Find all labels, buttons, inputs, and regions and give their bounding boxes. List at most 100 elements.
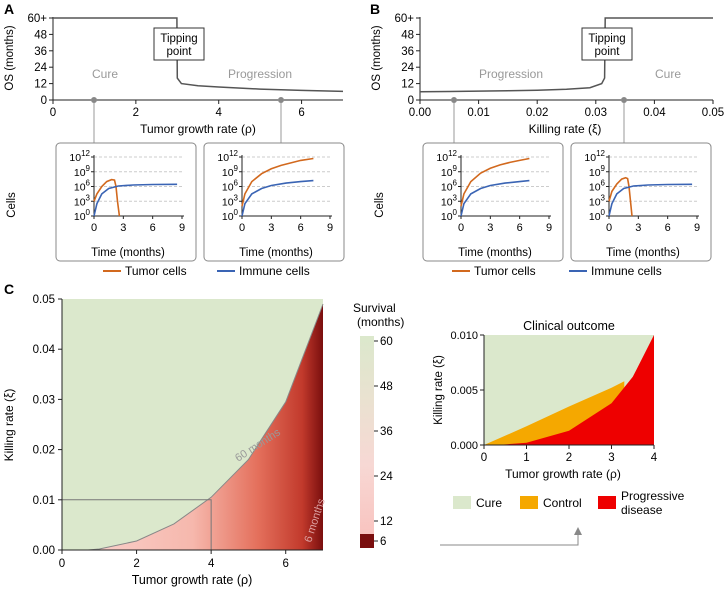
panel-a-y-ticks: 0 12 24 36 48 60+ <box>27 13 53 107</box>
colorbar-ticks: 6 12 24 36 48 60 <box>374 336 393 548</box>
panel-b-xtick-label: 0.01 <box>467 107 489 119</box>
inset-xtick-label: 3 <box>120 222 126 234</box>
panel-b-inset-left-xlabel: Time (months) <box>458 247 532 259</box>
inset-xtick-label: 6 <box>150 222 156 234</box>
panel-c: C 60 months 6 months 0.000.010.020.030.0… <box>2 281 685 587</box>
panel-b-legend-immune: Immune cells <box>591 264 662 278</box>
outcome-legend: Cure Control Progressive disease <box>453 489 685 517</box>
panel-b-inset-box-left <box>422 142 564 262</box>
panel-b-os-chart: 0 12 24 36 48 60+ 0.00 0.01 0.02 0.03 0.04 0.05 Pr… <box>371 13 724 143</box>
inset-xtick-label: 6 <box>665 222 671 234</box>
outcome-progressive-area <box>496 335 654 445</box>
panel-a-os-line <box>53 17 344 93</box>
panel-b-ytick-label: 36 <box>401 46 414 58</box>
colorbar-tick-label: 12 <box>380 516 393 528</box>
panel-c-xtick-label: 0 <box>59 558 65 570</box>
outcome-xtick-label: 1 <box>523 452 529 464</box>
colorbar-tick-label: 60 <box>380 336 393 348</box>
panel-a-ytick-label: 24 <box>34 62 47 74</box>
immune-cells-line <box>460 179 530 217</box>
inset-xtick-label: 0 <box>606 222 612 234</box>
outcome-ytick-label: 0.005 <box>450 385 478 397</box>
panel-b-inset-right-xlabel: Time (months) <box>606 247 680 259</box>
inset-xtick-label: 9 <box>179 222 185 234</box>
panel-c-ytick-label: 0.01 <box>33 495 55 507</box>
panel-a-ytick-label: 48 <box>34 29 47 41</box>
outcome-ytick-label: 0.010 <box>450 330 478 342</box>
panel-b-marker-right <box>621 97 627 103</box>
panel-a-inset-ylabel: Cells <box>6 192 18 218</box>
outcome-ytick-label: 0.000 <box>450 440 478 452</box>
inset-xtick-label: 3 <box>487 222 493 234</box>
tumor-cells-line <box>241 157 314 207</box>
panel-b-tipping-line1: Tipping <box>588 33 625 45</box>
panel-b-ytick-label: 48 <box>401 29 414 41</box>
panel-a-tipping-box <box>153 27 205 61</box>
panel-b-legend: Tumor cells Immune cells <box>452 264 662 278</box>
panel-a-marker-left <box>91 97 97 103</box>
panel-c-outcome-chart: Clinical outcome 0.000 0.005 0.010 0 1 2 3 4 K… <box>433 319 658 481</box>
panel-b-tipping-line2: point <box>595 46 621 58</box>
tumor-cells-line <box>460 157 530 207</box>
legend-control-label: Control <box>543 496 582 510</box>
panel-b-ytick-label: 24 <box>401 62 414 74</box>
panel-a-ytick-label: 0 <box>41 95 47 107</box>
outcome-ylabel: Killing rate (ξ) <box>433 355 445 425</box>
panel-a-ytick-label: 36 <box>34 46 47 58</box>
panel-b-region-cure: Cure <box>655 67 681 81</box>
immune-cells-line <box>608 183 693 217</box>
inset-xtick-label: 0 <box>239 222 245 234</box>
panel-a-x-ticks: 0 2 4 6 <box>50 100 305 119</box>
outcome-xlabel: Tumor growth rate (ρ) <box>505 467 621 481</box>
panel-a-legend-tumor: Tumor cells <box>125 264 187 278</box>
panel-b-inset-box-right <box>570 142 712 262</box>
panel-c-xlabel: Tumor growth rate (ρ) <box>132 573 253 587</box>
panel-c-ylabel: Killing rate (ξ) <box>2 389 16 462</box>
panel-a-inset-box-left <box>55 142 197 262</box>
panel-a-tipping-line1: Tipping <box>160 33 197 45</box>
panel-c-ytick-label: 0.00 <box>33 545 55 557</box>
panel-b-xtick-label: 0.00 <box>409 107 431 119</box>
legend-progressive-label-line2: disease <box>621 503 663 517</box>
tumor-cells-line <box>93 178 121 217</box>
outcome-xtick-label: 2 <box>566 452 572 464</box>
panel-b-xtick-label: 0.04 <box>643 107 666 119</box>
tumor-cells-line <box>608 176 633 217</box>
panel-a-legend: Tumor cells Immune cells <box>103 264 310 278</box>
panel-b-label: B <box>370 1 380 17</box>
inset-xtick-label: 3 <box>268 222 274 234</box>
outcome-xtick-label: 3 <box>608 452 614 464</box>
panel-c-heatmap: 60 months 6 months 0.000.010.020.030.040… <box>2 294 328 587</box>
panel-c-y-ticks: 0.00 0.01 0.02 0.03 0.04 0.05 <box>33 294 62 557</box>
colorbar-title-line2: (months) <box>357 315 404 329</box>
panel-a-legend-immune: Immune cells <box>239 264 310 278</box>
panel-a-ylabel: OS (months) <box>4 25 16 90</box>
outcome-y-ticks: 0.000 0.005 0.010 <box>450 330 484 452</box>
panel-b-os-line <box>419 17 713 93</box>
panel-a-marker-right <box>278 97 284 103</box>
panel-a-tipping-line2: point <box>167 46 193 58</box>
panel-c-ytick-label: 0.04 <box>33 344 56 356</box>
inset-xtick-label: 9 <box>327 222 333 234</box>
colorbar-tick-label: 36 <box>380 426 393 438</box>
colorbar-dark-end <box>360 534 374 548</box>
panel-b-region-progression: Progression <box>479 67 543 81</box>
legend-progressive-swatch <box>598 496 616 509</box>
outcome-xtick-label: 4 <box>651 452 658 464</box>
panel-a-ytick-label: 12 <box>34 79 47 91</box>
panel-c-xtick-label: 4 <box>208 558 215 570</box>
panel-c-boundary-60 <box>88 303 324 551</box>
legend-cure-swatch <box>453 496 471 509</box>
inset-xtick-label: 6 <box>298 222 304 234</box>
panel-a-xtick-label: 0 <box>50 107 56 119</box>
inset-xtick-label: 6 <box>517 222 523 234</box>
panel-b-inset-ylabel: Cells <box>374 192 386 218</box>
panel-c-ytick-label: 0.05 <box>33 294 55 306</box>
panel-a-region-progression: Progression <box>228 67 292 81</box>
panel-b-ytick-label: 12 <box>401 79 414 91</box>
panel-a-xtick-label: 6 <box>298 107 304 119</box>
